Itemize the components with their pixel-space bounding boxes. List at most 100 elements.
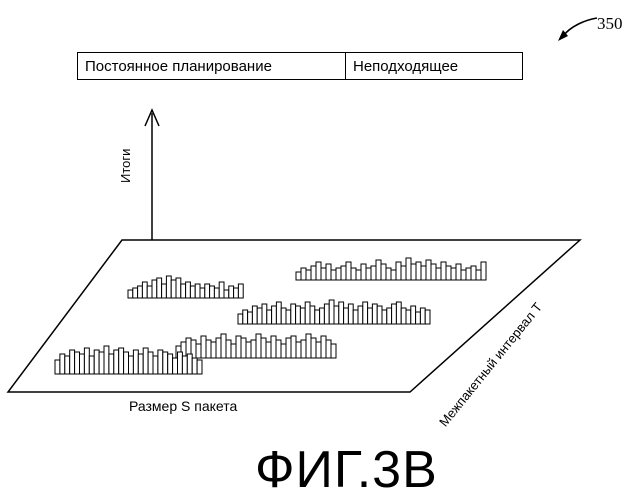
cluster-bar [451, 268, 456, 280]
cluster-bar [331, 344, 336, 358]
cluster-bar [171, 280, 176, 298]
cluster-bar [234, 288, 239, 298]
cluster-bar [163, 352, 168, 374]
cluster-bar [168, 354, 173, 374]
cluster-bar [471, 266, 476, 280]
cluster-bar [396, 262, 401, 280]
cluster-bar [306, 270, 311, 280]
cluster-bar [281, 308, 286, 324]
cluster-bar [382, 310, 387, 324]
cluster-bar [281, 344, 286, 358]
cluster-bar [190, 286, 195, 298]
cluster-bar [65, 356, 70, 374]
cluster-bar [124, 352, 129, 374]
cluster-bar [316, 342, 321, 358]
cluster-bar [301, 268, 306, 280]
cluster-bar [114, 350, 119, 374]
cluster-bar [296, 272, 301, 280]
cluster-bar [192, 358, 197, 374]
cluster-bar [241, 338, 246, 358]
cluster-bar [205, 284, 210, 298]
cluster-bar [446, 266, 451, 280]
cluster-bar [246, 342, 251, 358]
cluster-bar [251, 340, 256, 358]
cluster-bar [372, 304, 377, 324]
cluster-bar [396, 302, 401, 324]
cluster-bar [331, 270, 336, 280]
cluster-bar [257, 308, 262, 324]
cluster-bar [231, 344, 236, 358]
cluster-bar [178, 352, 183, 374]
cluster-bar [181, 284, 186, 298]
cluster-bar [152, 280, 157, 298]
cluster-bar [55, 360, 60, 374]
cluster-bar [248, 312, 253, 324]
cluster-bar [461, 270, 466, 280]
cluster-bar [363, 302, 368, 324]
cluster-bar [310, 306, 315, 324]
cluster-bar [104, 346, 109, 374]
cluster-bar [431, 264, 436, 280]
cluster-bar [436, 268, 441, 280]
cluster-bar [238, 314, 243, 324]
cluster-bar [305, 302, 310, 324]
cluster-bar [157, 278, 162, 298]
cluster-bar [411, 306, 416, 324]
cluster-bar [344, 308, 349, 324]
cluster-bar [266, 342, 271, 358]
cluster-bar [173, 358, 178, 374]
cluster-bar [200, 288, 205, 298]
cluster-bar [143, 348, 148, 374]
bar-cluster [296, 258, 486, 280]
cluster-bar [148, 352, 153, 374]
cluster-bar [324, 304, 329, 324]
cluster-bar [406, 258, 411, 280]
cluster-bar [339, 302, 344, 324]
bar-cluster [128, 276, 243, 298]
cluster-bar [210, 286, 215, 298]
cluster-bar [176, 278, 181, 298]
cluster-bar [119, 348, 124, 374]
cluster-bar [366, 268, 371, 280]
cluster-bar [186, 282, 191, 298]
cluster-bar [267, 310, 272, 324]
cluster-bar [221, 334, 226, 358]
x-axis-label: Размер S пакета [129, 398, 237, 414]
cluster-bar [321, 268, 326, 280]
cluster-bar [411, 264, 416, 280]
cluster-bar [261, 338, 266, 358]
cluster-bar [401, 266, 406, 280]
cluster-bar [89, 356, 94, 374]
cluster-bar [197, 360, 202, 374]
cluster-bar [320, 308, 325, 324]
cluster-bar [286, 338, 291, 358]
cluster-bar [358, 306, 363, 324]
cluster-bar [377, 306, 382, 324]
cluster-bar [334, 306, 339, 324]
cluster-bar [133, 350, 138, 374]
cluster-bar [128, 290, 133, 298]
cluster-bar [296, 342, 301, 358]
bar-cluster [176, 334, 336, 358]
cluster-bar [60, 354, 65, 374]
cluster-bar [420, 308, 425, 324]
cluster-bar [351, 268, 356, 280]
cluster-bar [109, 354, 114, 374]
cluster-bar [353, 310, 358, 324]
cluster-bar [262, 304, 267, 324]
cluster-bar [416, 262, 421, 280]
cluster-bar [133, 288, 138, 298]
cluster-bar [371, 266, 376, 280]
cluster-bar [153, 356, 158, 374]
cluster-bar [147, 286, 152, 298]
cluster-bar [306, 334, 311, 358]
cluster-bar [296, 306, 301, 324]
cluster-bar [426, 260, 431, 280]
cluster-bar [142, 282, 147, 298]
cluster-bar [162, 284, 167, 298]
bar-clusters [55, 258, 486, 374]
cluster-bar [211, 342, 216, 358]
cluster-bar [272, 306, 277, 324]
cluster-bar [138, 354, 143, 374]
